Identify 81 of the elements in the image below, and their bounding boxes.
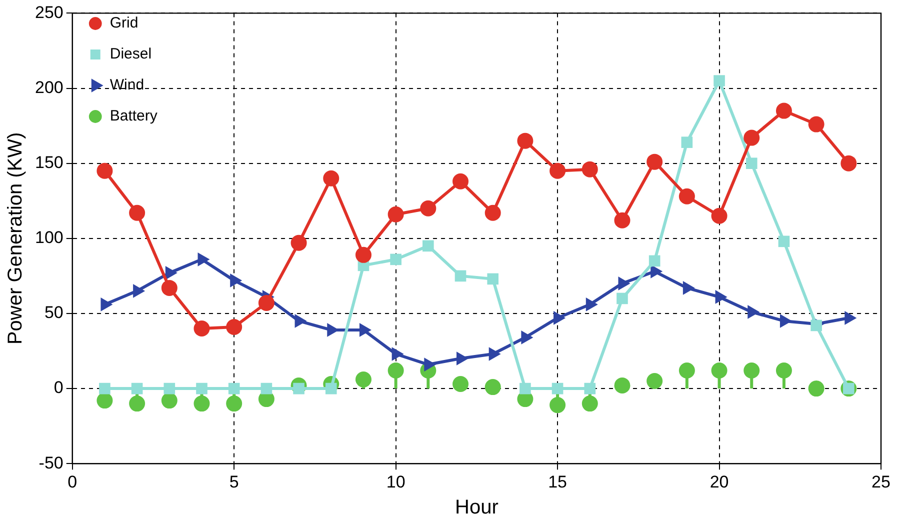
point bbox=[131, 382, 143, 394]
x-tick-label: 5 bbox=[229, 472, 239, 492]
point bbox=[290, 234, 307, 251]
point bbox=[452, 376, 469, 392]
legend-label: Wind bbox=[110, 76, 144, 94]
point bbox=[840, 155, 857, 172]
legend-label: Grid bbox=[110, 14, 138, 32]
point bbox=[484, 379, 501, 396]
point bbox=[99, 382, 110, 394]
y-tick-label: 150 bbox=[34, 153, 64, 172]
point bbox=[96, 392, 113, 409]
x-tick-label: 15 bbox=[548, 472, 568, 492]
point bbox=[520, 382, 531, 394]
y-tick-label: 50 bbox=[44, 303, 64, 322]
point bbox=[778, 236, 790, 248]
point bbox=[454, 270, 466, 282]
point bbox=[746, 158, 758, 169]
point bbox=[260, 382, 272, 394]
point bbox=[550, 162, 566, 179]
point bbox=[129, 396, 146, 412]
point bbox=[96, 162, 113, 179]
y-tick-label: 0 bbox=[54, 378, 64, 398]
point bbox=[646, 154, 663, 170]
point bbox=[164, 382, 176, 394]
point bbox=[487, 273, 499, 285]
y-tick-label: 100 bbox=[34, 228, 64, 248]
point bbox=[646, 373, 663, 390]
point bbox=[422, 240, 434, 252]
x-tick-label: 20 bbox=[710, 472, 729, 492]
point bbox=[226, 396, 242, 412]
point bbox=[323, 170, 340, 186]
point bbox=[390, 254, 402, 266]
y-tick-label: 250 bbox=[34, 2, 64, 22]
y-axis-title: Power Generation (KW) bbox=[4, 132, 27, 345]
point bbox=[388, 362, 404, 379]
point bbox=[776, 362, 792, 379]
point bbox=[194, 396, 210, 412]
y-tick-label: 200 bbox=[34, 78, 64, 97]
point bbox=[678, 362, 695, 379]
point bbox=[808, 116, 824, 132]
point bbox=[355, 246, 372, 263]
legend-label: Battery bbox=[110, 108, 158, 125]
point bbox=[552, 382, 564, 394]
point bbox=[711, 362, 728, 379]
point bbox=[129, 204, 146, 221]
point bbox=[258, 294, 274, 311]
point bbox=[228, 382, 240, 394]
x-tick-label: 10 bbox=[386, 472, 406, 492]
point bbox=[648, 255, 660, 267]
point bbox=[517, 132, 534, 149]
point bbox=[808, 380, 824, 397]
point bbox=[776, 102, 792, 119]
point bbox=[355, 372, 372, 388]
point bbox=[678, 188, 695, 204]
point bbox=[388, 206, 404, 222]
point bbox=[196, 382, 208, 394]
point bbox=[584, 382, 596, 394]
point bbox=[681, 136, 693, 148]
y-tick-label: -50 bbox=[38, 453, 64, 472]
point bbox=[744, 130, 760, 146]
point bbox=[714, 75, 725, 86]
point bbox=[161, 280, 178, 296]
x-tick-label: 0 bbox=[68, 472, 78, 492]
point bbox=[614, 378, 630, 394]
point bbox=[582, 396, 598, 412]
point bbox=[616, 292, 628, 304]
x-axis-title: Hour bbox=[455, 496, 499, 519]
x-tick-label: 25 bbox=[872, 472, 890, 492]
point bbox=[614, 212, 630, 228]
point bbox=[226, 318, 242, 335]
point bbox=[582, 161, 598, 178]
point bbox=[452, 173, 469, 190]
point bbox=[810, 320, 822, 332]
point bbox=[194, 320, 210, 336]
point bbox=[484, 204, 501, 221]
point bbox=[420, 200, 436, 216]
point bbox=[161, 392, 178, 409]
legend-label: Diesel bbox=[110, 46, 152, 63]
point bbox=[744, 362, 760, 379]
point bbox=[550, 397, 566, 414]
point bbox=[711, 208, 728, 224]
